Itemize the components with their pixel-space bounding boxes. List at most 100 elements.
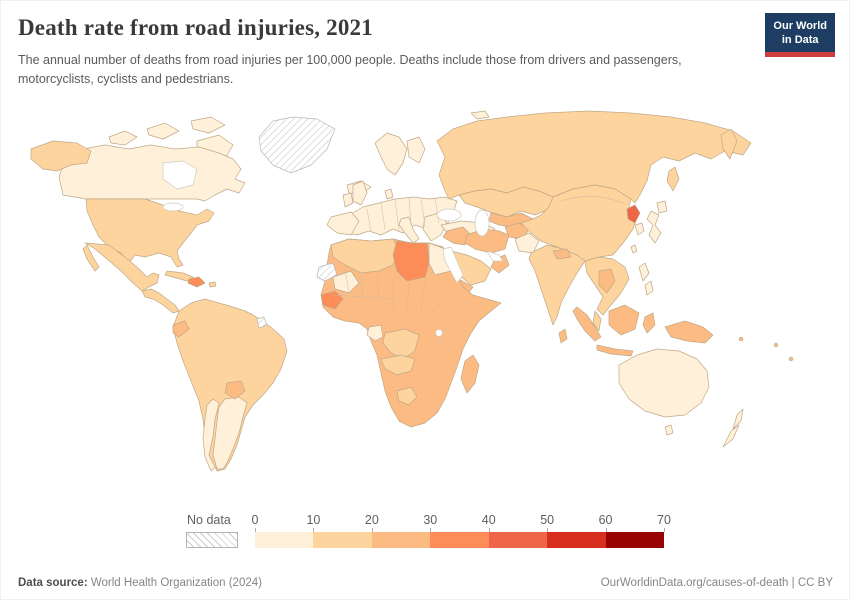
region-scandinavia[interactable] — [374, 132, 426, 200]
legend-bin-10-20[interactable] — [313, 532, 372, 548]
country-malaysia[interactable] — [592, 310, 602, 332]
credit-link[interactable]: OurWorldinData.org/causes-of-death — [600, 577, 789, 589]
country-iraq-syria[interactable] — [442, 226, 472, 246]
page-title: Death rate from road injuries, 2021 — [18, 15, 373, 40]
country-north-korea[interactable] — [626, 204, 641, 224]
pacific-island-2[interactable] — [773, 342, 779, 348]
legend-tick-label: 70 — [657, 513, 671, 527]
black-sea — [436, 208, 462, 222]
owid-logo-line1: Our World — [773, 20, 827, 32]
country-greenland[interactable] — [258, 116, 336, 174]
country-gabon[interactable] — [366, 324, 384, 342]
country-united-kingdom[interactable] — [342, 180, 368, 208]
country-taiwan[interactable] — [630, 244, 638, 254]
country-nepal[interactable] — [552, 248, 572, 260]
world-choropleth-map — [30, 110, 794, 472]
country-sri-lanka[interactable] — [558, 328, 568, 344]
persian-gulf — [486, 250, 504, 262]
legend-tick-mark — [605, 528, 607, 532]
country-libya[interactable] — [392, 240, 430, 282]
country-western-sahara[interactable] — [316, 262, 338, 282]
country-ecuador[interactable] — [172, 320, 190, 338]
country-indonesia-borneo[interactable] — [608, 304, 640, 336]
data-source-value: World Health Organization (2024) — [87, 577, 262, 589]
region-iberia[interactable] — [326, 211, 360, 236]
great-lakes — [162, 202, 184, 212]
country-new-zealand[interactable] — [722, 408, 744, 448]
lake-victoria — [435, 329, 443, 337]
credit-separator: | — [788, 577, 798, 589]
country-australia[interactable] — [618, 348, 710, 436]
country-alaska[interactable] — [30, 140, 92, 172]
caspian-sea — [474, 209, 490, 237]
legend-bin-0-10[interactable] — [255, 532, 314, 548]
country-indonesia-sulawesi[interactable] — [642, 312, 656, 334]
country-hispaniola[interactable] — [187, 276, 206, 288]
legend-tick-label: 50 — [540, 513, 555, 527]
legend-tick-label: 0 — [251, 513, 259, 527]
country-indonesia-sumatra[interactable] — [572, 306, 602, 342]
chart-footer: Data source: World Health Organization (… — [18, 577, 833, 589]
region-russia-sakhalin[interactable] — [666, 166, 680, 192]
legend-tick-mark — [664, 528, 665, 532]
data-source: Data source: World Health Organization (… — [18, 577, 262, 589]
red-sea — [442, 246, 464, 284]
europe-inner-borders — [366, 196, 440, 232]
country-cuba[interactable] — [164, 270, 194, 282]
country-philippines[interactable] — [638, 262, 654, 296]
country-paraguay[interactable] — [224, 380, 246, 400]
legend-tick-mark — [313, 528, 315, 532]
country-pakistan[interactable] — [514, 232, 540, 254]
owid-logo-line2: in Data — [781, 34, 819, 47]
country-mexico[interactable] — [82, 242, 160, 292]
country-thailand[interactable] — [598, 268, 616, 294]
license-link[interactable]: CC BY — [797, 577, 833, 589]
legend-tick-label: 30 — [423, 513, 438, 527]
legend-no-data: No data — [186, 513, 238, 549]
country-french-guiana[interactable] — [256, 316, 268, 329]
chart-subtitle: The annual number of deaths from road in… — [18, 53, 682, 86]
legend-tick-mark — [488, 528, 490, 532]
country-dr-congo[interactable] — [382, 328, 420, 360]
legend-tick-label: 20 — [364, 513, 379, 527]
region-russia-kamchatka[interactable] — [720, 128, 738, 160]
country-japan[interactable] — [646, 200, 668, 244]
country-indonesia-java[interactable] — [596, 344, 634, 357]
africa-inner-borders — [332, 268, 450, 350]
legend-bin-30-40[interactable] — [430, 532, 489, 548]
credit-line: OurWorldinData.org/causes-of-death | CC … — [601, 577, 833, 589]
legend-tick-mark — [371, 528, 373, 532]
legend-bin-40-50[interactable] — [488, 532, 548, 548]
country-argentina[interactable] — [212, 396, 248, 470]
country-mauritania[interactable] — [332, 270, 360, 294]
data-source-label: Data source: — [18, 577, 88, 589]
legend-no-data-swatch[interactable] — [186, 532, 238, 548]
pacific-island-1[interactable] — [738, 336, 744, 342]
mongolia-border — [560, 196, 624, 204]
country-new-guinea[interactable] — [664, 320, 714, 344]
country-botswana[interactable] — [396, 386, 418, 406]
country-chile[interactable] — [202, 398, 220, 472]
pacific-island-3[interactable] — [788, 356, 794, 362]
region-central-america[interactable] — [141, 288, 180, 314]
legend-no-data-label: No data — [187, 513, 231, 527]
legend-tick-mark — [547, 528, 549, 532]
legend-bin-20-30[interactable] — [371, 532, 431, 548]
hudson-bay — [162, 160, 198, 190]
country-puerto-rico[interactable] — [208, 281, 217, 288]
legend-bin-50-60[interactable] — [547, 532, 606, 548]
country-south-korea[interactable] — [634, 222, 645, 236]
legend-tick-mark — [430, 528, 432, 532]
country-svalbard[interactable] — [470, 110, 490, 120]
region-angola-zambia[interactable] — [380, 354, 416, 376]
legend-tick-mark — [255, 528, 256, 532]
country-madagascar[interactable] — [460, 354, 480, 394]
map-legend: No data 0 10 20 30 40 50 60 70 — [186, 513, 671, 549]
legend-scale: 0 10 20 30 40 50 60 70 — [251, 513, 671, 549]
owid-logo[interactable]: Our World in Data — [765, 13, 835, 57]
legend-tick-label: 60 — [598, 513, 613, 527]
region-north-africa[interactable] — [330, 238, 400, 274]
legend-tick-label: 10 — [306, 513, 321, 527]
legend-bin-60-70[interactable] — [605, 532, 664, 548]
